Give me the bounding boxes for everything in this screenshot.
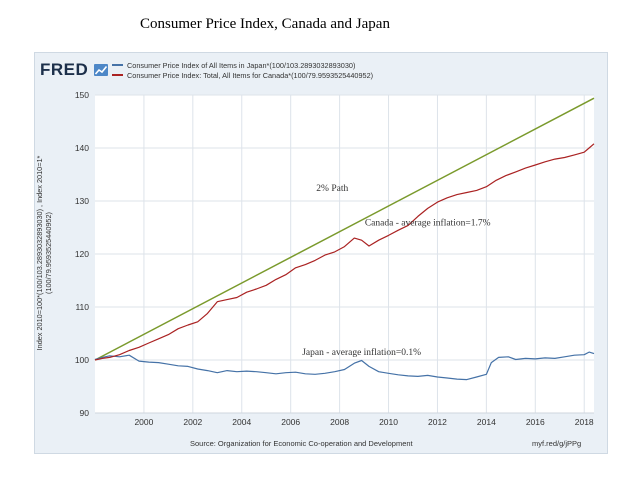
logo-chart-icon <box>93 64 108 76</box>
legend-swatch-japan <box>112 64 123 66</box>
source-note: Source: Organization for Economic Co-ope… <box>190 439 413 448</box>
legend-label-canada: Consumer Price Index: Total, All Items f… <box>127 70 374 80</box>
legend-swatch-canada <box>112 74 123 76</box>
x-tick-label: 2006 <box>281 417 300 427</box>
series-line-japan <box>94 351 595 381</box>
y-tick-label: 100 <box>75 355 89 365</box>
chart-legend: Consumer Price Index of All Items in Jap… <box>112 60 373 80</box>
y-tick-label: 150 <box>75 90 89 100</box>
chart-svg: 90 100 110 120 130 140 150 2000 2002 2004 2006 2008… <box>75 90 595 427</box>
y-tick-label: 140 <box>75 143 89 153</box>
series-line-2pct-path <box>94 97 595 361</box>
fred-logo-text: FRED <box>40 60 89 79</box>
plot-area: 90 100 110 120 130 140 150 2000 2002 2004 2006 2008… <box>75 90 595 427</box>
x-tick-label: 2008 <box>330 417 349 427</box>
page-title: Consumer Price Index, Canada and Japan <box>140 16 390 32</box>
x-tick-label: 2014 <box>477 417 496 427</box>
y-axis-label: Index 2010=100*(100/103.2893032893030) ,… <box>35 155 53 351</box>
legend-item-japan[interactable]: Consumer Price Index of All Items in Jap… <box>112 60 373 70</box>
x-tick-label: 2000 <box>134 417 153 427</box>
legend-label-japan: Consumer Price Index of All Items in Jap… <box>127 60 356 70</box>
chart-annotation: Canada - average inflation=1.7% <box>365 217 491 228</box>
fred-logo: FRED <box>40 60 108 80</box>
x-tick-label: 2010 <box>379 417 398 427</box>
y-tick-label: 130 <box>75 196 89 206</box>
legend-item-canada[interactable]: Consumer Price Index: Total, All Items f… <box>112 70 373 80</box>
x-tick-label: 2018 <box>575 417 594 427</box>
x-tick-label: 2004 <box>232 417 251 427</box>
series-line-canada <box>94 143 595 361</box>
x-tick-label: 2012 <box>428 417 447 427</box>
y-tick-label: 110 <box>75 302 89 312</box>
y-tick-label: 120 <box>75 249 89 259</box>
y-tick-label: 90 <box>80 408 90 418</box>
chart-annotation: 2% Path <box>316 184 348 194</box>
short-link[interactable]: myf.red/g/jPPg <box>532 439 582 448</box>
chart-annotation: Japan - average inflation=0.1% <box>302 347 421 358</box>
x-tick-label: 2016 <box>526 417 545 427</box>
x-tick-label: 2002 <box>183 417 202 427</box>
